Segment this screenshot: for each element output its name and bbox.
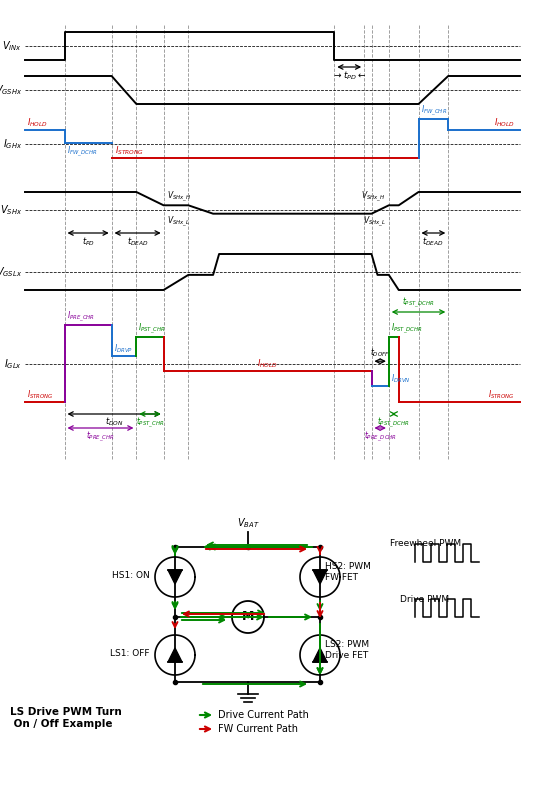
Text: $I_{HOLD}$: $I_{HOLD}$ — [494, 116, 515, 128]
Text: $V_{SHx\_H}$: $V_{SHx\_H}$ — [361, 190, 386, 205]
Text: $t_{PRE\_DCHR}$: $t_{PRE\_DCHR}$ — [364, 430, 397, 444]
Text: $t_{PD}$: $t_{PD}$ — [82, 235, 95, 248]
Text: $I_{STRONG}$: $I_{STRONG}$ — [114, 145, 144, 157]
Text: $t_{PST\_DCHR}$: $t_{PST\_DCHR}$ — [402, 295, 435, 310]
Text: $I_{PST\_CHR}$: $I_{PST\_CHR}$ — [139, 322, 166, 336]
Text: LS Drive PWM Turn
 On / Off Example: LS Drive PWM Turn On / Off Example — [10, 707, 122, 728]
Text: $I_{DRVN}$: $I_{DRVN}$ — [391, 372, 410, 385]
Polygon shape — [168, 648, 182, 662]
Text: $I_{DRVP}$: $I_{DRVP}$ — [114, 343, 133, 355]
Text: $V_{SHx}$: $V_{SHx}$ — [0, 203, 22, 217]
Text: $V_{SHx\_H}$: $V_{SHx\_H}$ — [166, 190, 191, 205]
Text: $V_{SHx\_L}$: $V_{SHx\_L}$ — [166, 215, 190, 229]
Text: $I_{STRONG}$: $I_{STRONG}$ — [27, 388, 54, 400]
Text: $t_{DEAD}$: $t_{DEAD}$ — [127, 235, 149, 248]
Text: $t_{DON}$: $t_{DON}$ — [105, 416, 124, 428]
Text: $V_{SHx\_L}$: $V_{SHx\_L}$ — [362, 215, 386, 229]
Text: $I_{PRE\_CHR}$: $I_{PRE\_CHR}$ — [67, 310, 95, 324]
Text: $V_{INx}$: $V_{INx}$ — [2, 39, 22, 53]
Text: M: M — [242, 610, 254, 623]
Text: $V_{GSLx}$: $V_{GSLx}$ — [0, 265, 22, 279]
Text: $t_{PST\_DCHR}$: $t_{PST\_DCHR}$ — [378, 416, 410, 431]
Text: Drive PWM: Drive PWM — [400, 594, 449, 603]
Text: $I_{FW\_CHR}$: $I_{FW\_CHR}$ — [420, 103, 447, 118]
Text: FW Current Path: FW Current Path — [218, 724, 298, 734]
Text: $t_{PRE\_CHR}$: $t_{PRE\_CHR}$ — [86, 430, 115, 444]
Text: $I_{STRONG}$: $I_{STRONG}$ — [488, 388, 515, 400]
Text: $t_{DOFF}$: $t_{DOFF}$ — [371, 346, 390, 359]
Text: HS1: ON: HS1: ON — [112, 570, 150, 580]
Text: $V_{GSHx}$: $V_{GSHx}$ — [0, 83, 22, 97]
Text: $I_{FW\_DCHR}$: $I_{FW\_DCHR}$ — [67, 144, 97, 159]
Text: Drive Current Path: Drive Current Path — [218, 710, 309, 720]
Text: $V_{BAT}$: $V_{BAT}$ — [237, 516, 259, 530]
Text: $\rightarrow t_{PD} \leftarrow$: $\rightarrow t_{PD} \leftarrow$ — [332, 69, 366, 82]
Text: $I_{PST\_DCHR}$: $I_{PST\_DCHR}$ — [391, 322, 423, 336]
Text: $t_{DEAD}$: $t_{DEAD}$ — [423, 235, 444, 248]
Polygon shape — [168, 570, 182, 584]
Text: $I_{GHx}$: $I_{GHx}$ — [3, 137, 22, 151]
Polygon shape — [313, 570, 327, 584]
Text: Freewheel PWM: Freewheel PWM — [390, 540, 461, 549]
Text: $I_{HOLD}$: $I_{HOLD}$ — [257, 358, 278, 371]
Text: $I_{GLx}$: $I_{GLx}$ — [4, 357, 22, 371]
Text: LS2: PWM
Drive FET: LS2: PWM Drive FET — [325, 640, 369, 660]
Polygon shape — [313, 648, 327, 662]
Text: $t_{PST\_CHR}$: $t_{PST\_CHR}$ — [136, 416, 164, 431]
Text: LS1: OFF: LS1: OFF — [111, 649, 150, 658]
Text: $I_{HOLD}$: $I_{HOLD}$ — [27, 116, 48, 128]
Text: HS2: PWM
FW FET: HS2: PWM FW FET — [325, 562, 371, 581]
